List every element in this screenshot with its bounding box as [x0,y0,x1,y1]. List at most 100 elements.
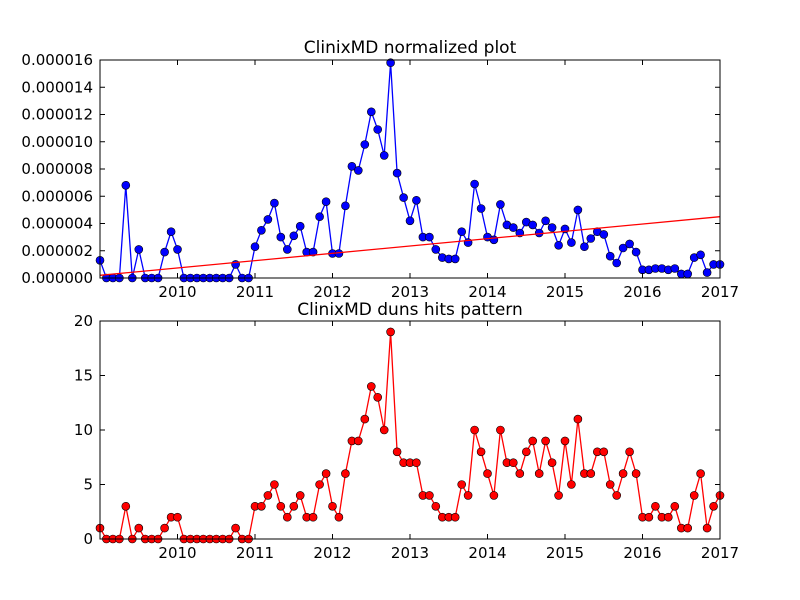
data-point [134,245,144,254]
data-point [683,523,693,533]
data-point [121,501,131,511]
data-point [586,234,596,243]
data-point [166,227,176,236]
y-tick-label: 0.000016 [21,51,93,69]
y-tick-label: 0.000012 [21,106,93,124]
data-point [257,501,266,511]
chart-title: ClinixMD duns hits pattern [297,300,523,320]
data-point [457,227,467,236]
data-point [431,501,441,511]
data-point [341,201,350,211]
data-point [173,245,182,254]
y-tick-label: 0.000006 [21,187,93,205]
data-point [334,512,344,522]
data-point [121,181,131,190]
data-point [470,425,479,435]
data-point [392,447,402,457]
data-point [599,447,609,457]
data-point [663,512,673,522]
data-point [683,269,693,279]
data-point [476,447,486,457]
data-point [696,469,705,478]
data-point [321,197,331,206]
x-tick-label: 2017 [701,283,739,301]
data-point [231,523,240,533]
data-point [379,425,389,435]
x-tick-label: 2015 [546,283,584,301]
data-point [315,480,324,489]
data-point [612,258,622,268]
data-point [496,425,505,435]
y-tick-label: 0.000002 [21,242,93,260]
y-tick-label: 0.000008 [21,160,93,178]
data-point [547,223,557,232]
data-point [250,242,260,251]
data-point [489,491,499,500]
data-point [379,151,389,160]
x-tick-label: 2013 [391,283,429,301]
data-point [547,458,557,468]
data-point [405,216,415,226]
data-point [353,436,363,446]
data-point [276,501,286,511]
data-point [541,436,550,446]
data-point [605,251,615,261]
x-tick-label: 2011 [236,283,274,301]
normalized-plot: ClinixMD normalized plot 2010 2011 2012 201… [21,38,739,301]
data-point [276,232,286,242]
y-axis: 0.000000 0.000002 0.000004 0.000006 0.000008… [21,51,720,287]
data-point [508,458,518,468]
data-point [425,491,434,500]
x-tick-label: 2013 [391,544,429,562]
data-point [515,469,525,478]
data-point [263,491,273,500]
data-point [651,501,660,511]
data-point [308,247,318,257]
data-point [263,215,273,224]
data-point [560,436,570,446]
data-point [644,512,654,522]
data-point [282,512,292,522]
data-point [696,250,705,260]
data-point [270,480,279,489]
series-0 [95,58,725,283]
x-axis: 2010 2011 2012 2013 2014 2015 2016 2017 [158,60,739,301]
data-point [573,414,583,424]
data-point [670,264,680,273]
data-point [534,469,544,478]
data-point [308,512,318,522]
data-point [392,168,402,178]
data-point [554,241,563,250]
data-point [670,501,680,511]
data-point [625,447,634,457]
chart-title: ClinixMD normalized plot [304,38,517,58]
data-point [689,491,699,500]
data-point [567,480,576,489]
data-point [399,193,408,202]
y-tick-label: 10 [74,421,93,439]
data-point [425,232,434,242]
x-tick-label: 2016 [623,283,661,301]
data-point [618,469,628,478]
data-point [134,523,144,533]
data-point [373,125,383,134]
data-point [541,216,550,226]
data-point [373,392,383,402]
data-point [483,469,492,478]
plot-area [95,58,725,283]
data-point [457,480,467,489]
data-point [450,254,460,264]
data-point [353,166,363,175]
data-point [631,469,641,478]
data-point [625,239,634,249]
data-point [173,512,182,522]
data-point [431,245,441,254]
x-tick-label: 2017 [701,544,739,562]
data-point [270,198,279,208]
data-point [528,436,538,446]
data-point [321,469,331,478]
data-point [580,242,589,251]
x-tick-label: 2010 [158,544,196,562]
